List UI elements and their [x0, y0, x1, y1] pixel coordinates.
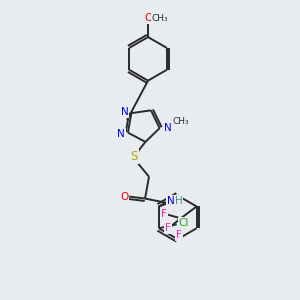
Text: N: N [167, 196, 175, 206]
Text: F: F [161, 209, 167, 219]
Text: S: S [130, 150, 138, 164]
Text: Cl: Cl [178, 218, 189, 228]
Text: O: O [120, 192, 128, 202]
Text: N: N [164, 123, 171, 133]
Text: F: F [165, 223, 171, 233]
Text: CH₃: CH₃ [172, 117, 189, 126]
Text: O: O [144, 13, 152, 23]
Text: N: N [117, 129, 125, 139]
Text: F: F [176, 230, 182, 240]
Text: N: N [121, 107, 128, 117]
Text: CH₃: CH₃ [152, 14, 168, 23]
Text: H: H [175, 196, 182, 206]
